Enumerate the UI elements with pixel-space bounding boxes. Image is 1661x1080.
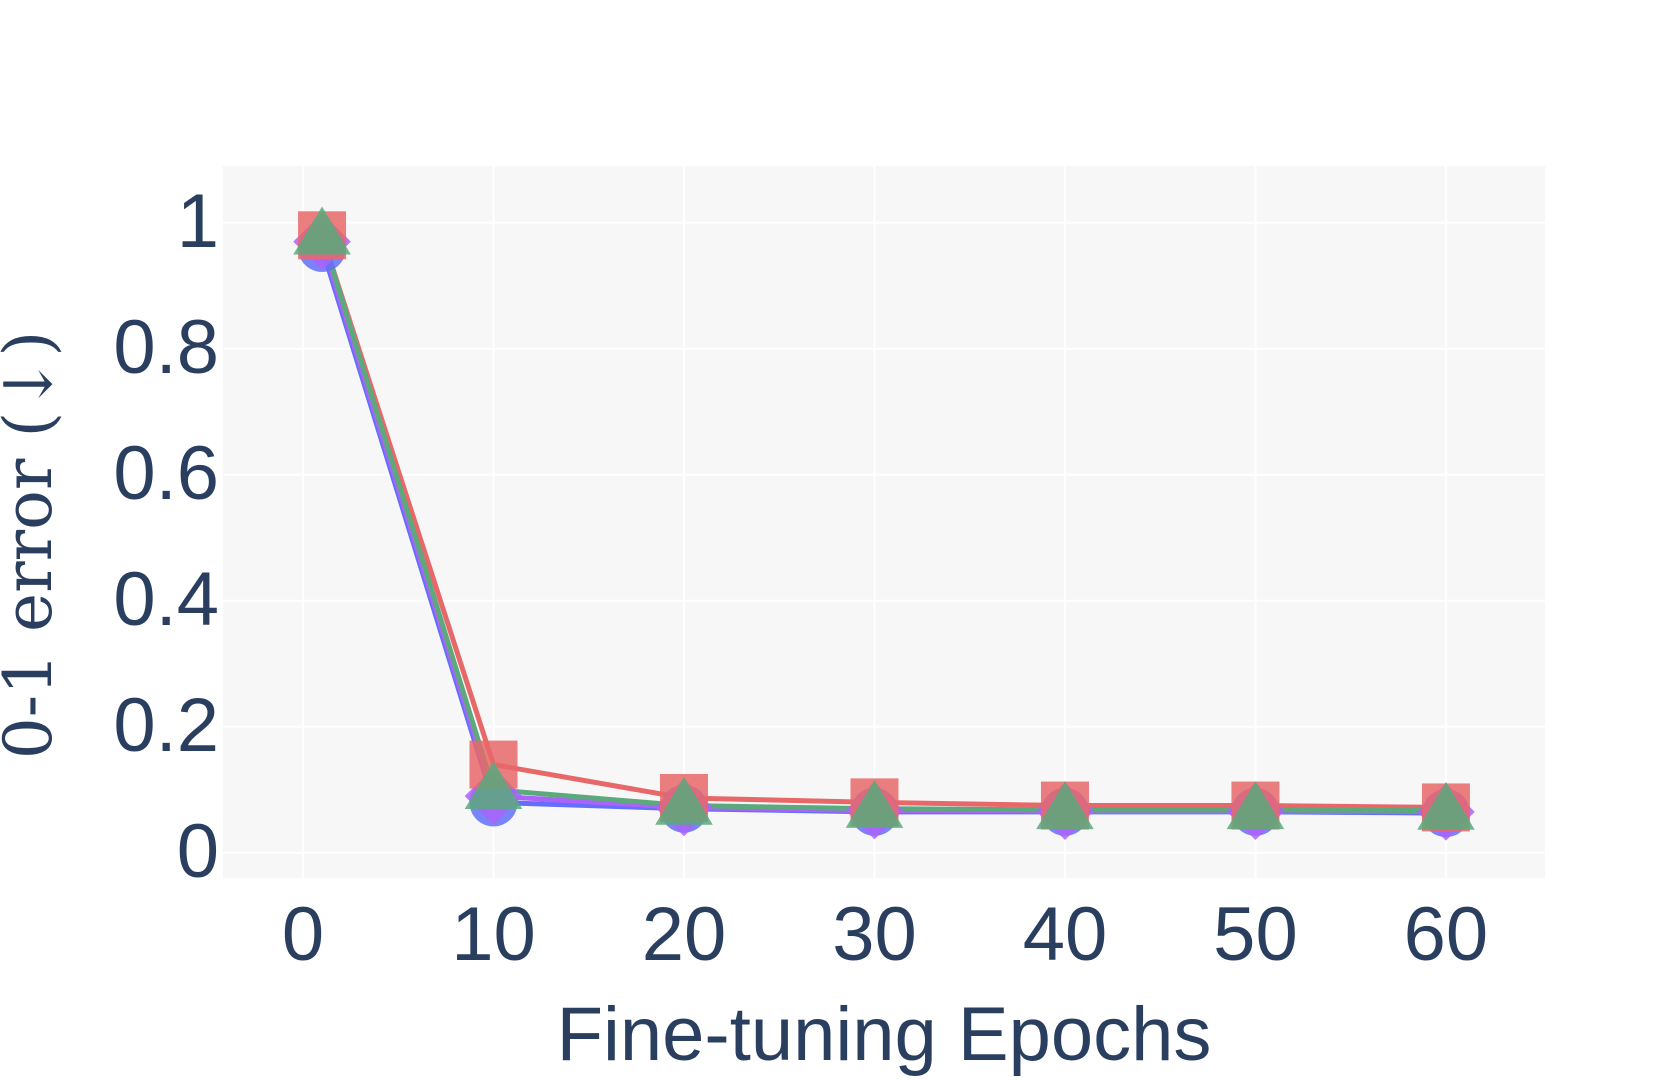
x-tick-label: 20 xyxy=(642,892,727,977)
y-axis-title: 0-1 error (↓) xyxy=(0,331,67,759)
point xyxy=(464,760,523,809)
point xyxy=(1036,781,1094,830)
point xyxy=(845,779,904,828)
y-tick-label: 1 xyxy=(177,179,219,264)
x-tick-label: 0 xyxy=(282,892,324,977)
x-tick-label: 40 xyxy=(1023,892,1108,977)
x-axis-title: Fine-tuning Epochs xyxy=(557,992,1212,1077)
point xyxy=(293,206,351,255)
y-tick-label: 0.8 xyxy=(113,305,219,390)
x-tick-label: 60 xyxy=(1404,892,1489,977)
y-tick-label: 0.6 xyxy=(113,431,219,516)
point xyxy=(655,776,713,825)
x-tick-label: 10 xyxy=(451,892,536,977)
plot-area xyxy=(223,166,1545,878)
y-tick-label: 0 xyxy=(177,809,219,894)
point xyxy=(1417,781,1475,830)
x-tick-label: 30 xyxy=(832,892,917,977)
y-tick-label: 0.2 xyxy=(113,683,219,768)
y-tick-label: 0.4 xyxy=(113,557,219,642)
x-tick-label: 50 xyxy=(1213,892,1298,977)
point xyxy=(1226,781,1285,830)
